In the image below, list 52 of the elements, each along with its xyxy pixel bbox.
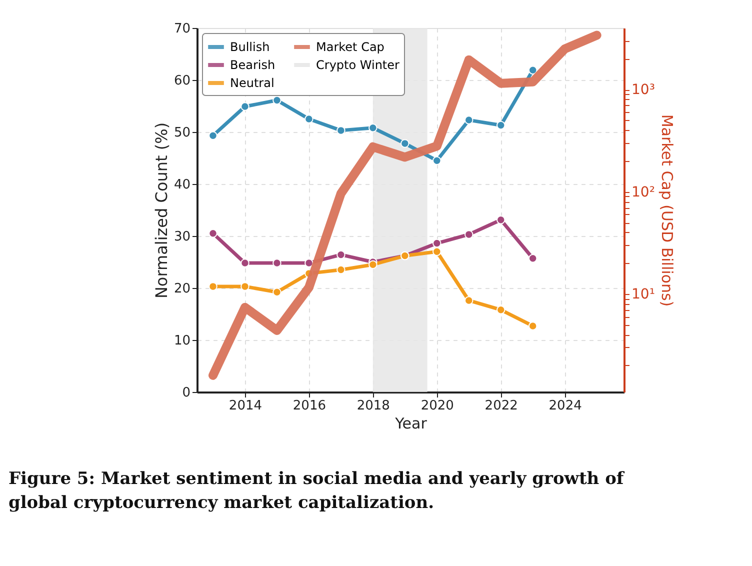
point <box>208 282 218 291</box>
y-tick-label: 70 <box>174 22 190 36</box>
x-tick-label: 2014 <box>228 398 262 414</box>
y-tick-label: 40 <box>174 178 190 192</box>
x-tick-label: 2022 <box>484 398 518 414</box>
legend-label: Bullish <box>230 40 270 54</box>
point <box>528 322 538 330</box>
point <box>464 230 474 239</box>
point <box>496 216 506 224</box>
x-tick-label: 2016 <box>292 398 326 414</box>
point <box>304 114 314 124</box>
y2-tick-label: 10³ <box>632 82 655 98</box>
point <box>432 238 442 248</box>
point <box>400 139 410 148</box>
point <box>336 265 346 274</box>
point <box>240 258 250 268</box>
x-axis-title: Year <box>394 414 428 432</box>
point <box>368 123 378 132</box>
point <box>304 258 314 268</box>
y-tick-label: 60 <box>174 74 190 88</box>
point <box>432 247 442 256</box>
y-tick-label: 50 <box>174 126 190 140</box>
point <box>464 116 474 124</box>
point <box>240 282 250 291</box>
band-label: Crypto Winter <box>316 58 400 72</box>
y-axis-title: Normalized Count (%) <box>152 122 171 299</box>
point <box>464 296 474 305</box>
point <box>272 258 282 268</box>
point <box>528 66 538 74</box>
legend-label: Bearish <box>230 58 276 72</box>
point <box>336 250 346 260</box>
point <box>528 254 538 263</box>
legend-label: Neutral <box>230 76 274 90</box>
y-tick-label: 20 <box>174 282 190 296</box>
y-tick-label: 0 <box>182 386 190 400</box>
x-tick-label: 2018 <box>356 398 390 414</box>
y2-axis-title: Market Cap (USD Billions) <box>658 114 676 307</box>
y2-tick-label: 10¹ <box>632 286 655 303</box>
point <box>240 102 250 111</box>
point <box>208 229 218 238</box>
point <box>368 260 378 269</box>
caption: Figure 5: Market sentiment in social media and yearly growth of global cryptocurrency market capitalization. <box>8 469 626 513</box>
y-tick-label: 10 <box>174 334 190 348</box>
point <box>272 96 282 105</box>
y-tick-label: 30 <box>174 230 190 244</box>
x-tick-label: 2020 <box>420 398 454 414</box>
point <box>432 156 442 165</box>
point <box>336 126 346 135</box>
point <box>496 120 506 130</box>
legend-label: Market Cap <box>316 40 384 54</box>
y2-tick-label: 10² <box>632 184 655 200</box>
x-tick-label: 2024 <box>548 398 582 414</box>
